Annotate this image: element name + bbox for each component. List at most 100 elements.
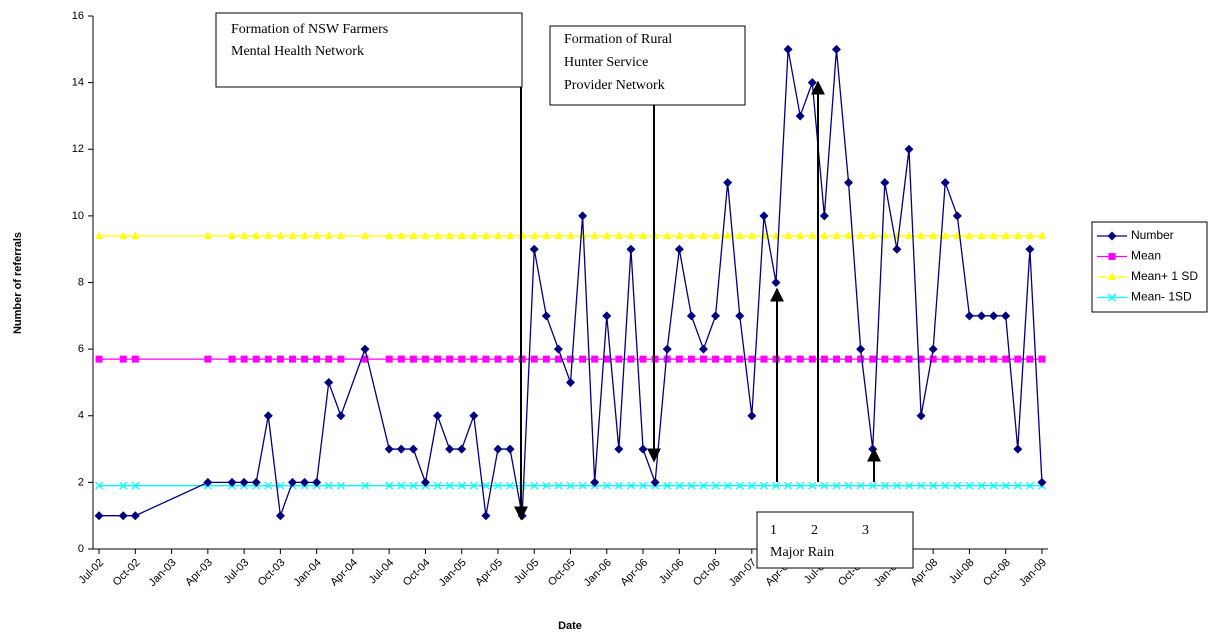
marker-square [857, 355, 865, 363]
marker-square [240, 355, 248, 363]
marker-square [542, 355, 550, 363]
marker-x [844, 481, 853, 490]
marker-diamond [541, 311, 551, 321]
marker-diamond [1025, 244, 1035, 254]
x-tick-label: Oct-05 [546, 557, 578, 589]
marker-diamond [795, 111, 805, 121]
marker-triangle [711, 231, 720, 239]
marker-x [397, 481, 406, 490]
marker-x [808, 481, 817, 490]
x-tick-label: Jan-06 [582, 557, 614, 589]
marker-square [119, 355, 127, 363]
marker-square [470, 355, 478, 363]
marker-diamond [445, 444, 455, 454]
y-tick-label: 2 [78, 476, 84, 488]
x-tick-label: Oct-04 [401, 557, 433, 589]
marker-triangle [1001, 231, 1010, 239]
marker-triangle [796, 231, 805, 239]
marker-triangle [784, 231, 793, 239]
marker-x [905, 481, 913, 490]
marker-triangle [832, 231, 841, 239]
marker-triangle [663, 231, 672, 239]
marker-diamond [312, 477, 322, 487]
marker-x [663, 481, 672, 490]
marker-x [735, 481, 744, 490]
marker-diamond [626, 244, 636, 254]
marker-square [1038, 355, 1046, 363]
marker-triangle [493, 231, 502, 239]
marker-square [627, 355, 635, 363]
marker-diamond [505, 444, 515, 454]
marker-triangle [252, 231, 261, 239]
marker-square [313, 355, 321, 363]
marker-triangle [590, 231, 599, 239]
marker-x [687, 481, 696, 490]
marker-square [832, 355, 840, 363]
x-tick-label: Jan-05 [437, 557, 469, 589]
legend-label: Mean [1131, 249, 1161, 263]
marker-square [276, 355, 284, 363]
x-axis-label: Date [558, 620, 582, 632]
x-tick-label: Jan-04 [292, 557, 324, 589]
marker-triangle [578, 231, 587, 239]
marker-diamond [831, 44, 841, 54]
marker-triangle [360, 231, 369, 239]
annotations: Formation of NSW Farmers Mental Health N… [215, 12, 914, 569]
marker-x [457, 481, 466, 490]
marker-triangle [626, 231, 635, 239]
marker-x [989, 481, 998, 490]
marker-square [724, 355, 732, 363]
marker-diamond [203, 477, 213, 487]
x-tick-label: Oct-08 [981, 557, 1013, 589]
marker-x [880, 481, 889, 490]
marker-x [264, 481, 273, 490]
legend-label: Mean- 1SD [1131, 290, 1192, 304]
marker-diamond [940, 178, 950, 188]
x-tick-label: Jan-09 [1017, 557, 1049, 589]
marker-square [675, 355, 683, 363]
marker-triangle [856, 231, 865, 239]
marker-triangle [506, 231, 515, 239]
marker-square [603, 355, 611, 363]
x-tick-label: Oct-06 [691, 557, 723, 589]
marker-triangle [735, 231, 744, 239]
x-tick-label: Oct-03 [256, 557, 288, 589]
marker-triangle [481, 231, 490, 239]
x-tick-label: Jul-06 [657, 557, 687, 587]
marker-square [978, 355, 986, 363]
marker-triangle [554, 231, 563, 239]
marker-square [458, 355, 466, 363]
marker-triangle [336, 231, 345, 239]
marker-triangle [989, 231, 998, 239]
y-tick-label: 0 [78, 543, 84, 555]
marker-x [759, 481, 768, 490]
marker-triangle [385, 231, 394, 239]
marker-square [494, 355, 502, 363]
marker-x [965, 481, 974, 490]
marker-square [917, 355, 925, 363]
marker-diamond [602, 311, 612, 321]
marker-diamond [118, 511, 128, 521]
marker-diamond [650, 477, 660, 487]
marker-diamond [239, 477, 249, 487]
marker-diamond [578, 211, 588, 221]
marker-x [772, 481, 780, 490]
marker-triangle [1013, 231, 1022, 239]
marker-triangle [614, 231, 623, 239]
marker-square [808, 355, 816, 363]
x-tick-label: Apr-05 [473, 557, 505, 589]
marker-diamond [904, 144, 914, 154]
y-axis-label: Number of referrals [12, 232, 24, 334]
annotation-text: Major Rain [770, 545, 834, 560]
marker-x [820, 481, 829, 490]
marker-triangle [542, 231, 551, 239]
marker-diamond [868, 444, 878, 454]
marker-x [832, 481, 841, 490]
marker-x [626, 481, 635, 490]
marker-x [1025, 481, 1034, 490]
marker-x [324, 481, 333, 490]
marker-triangle [530, 231, 539, 239]
marker-triangle [288, 231, 297, 239]
marker-x [639, 481, 647, 490]
